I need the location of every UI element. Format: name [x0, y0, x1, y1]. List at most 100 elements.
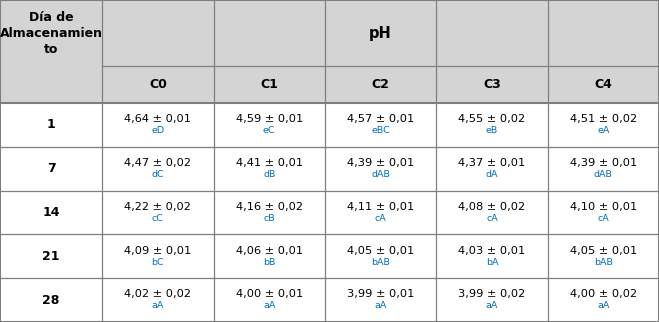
Bar	[325, 66, 436, 103]
Bar	[102, 0, 659, 66]
Text: 21: 21	[42, 250, 60, 263]
Text: C0: C0	[149, 78, 167, 91]
Text: 4,00 ± 0,01: 4,00 ± 0,01	[235, 289, 303, 299]
Text: 4,47 ± 0,02: 4,47 ± 0,02	[125, 158, 191, 168]
Bar	[102, 147, 214, 191]
Bar	[325, 191, 436, 234]
Text: aA: aA	[597, 301, 610, 310]
Text: aA: aA	[374, 301, 387, 310]
Bar	[0, 278, 102, 322]
Text: 4,39 ± 0,01: 4,39 ± 0,01	[569, 158, 637, 168]
Bar	[325, 103, 436, 147]
Text: 4,39 ± 0,01: 4,39 ± 0,01	[347, 158, 415, 168]
Bar	[436, 147, 548, 191]
Bar	[102, 278, 214, 322]
Bar	[436, 103, 548, 147]
Text: bA: bA	[486, 258, 498, 267]
Bar	[325, 278, 436, 322]
Text: 1: 1	[47, 118, 55, 131]
Text: eD: eD	[152, 126, 164, 135]
Text: C3: C3	[483, 78, 501, 91]
Text: 4,16 ± 0,02: 4,16 ± 0,02	[236, 202, 302, 212]
Text: 4,06 ± 0,01: 4,06 ± 0,01	[236, 246, 302, 256]
Text: aA: aA	[263, 301, 275, 310]
Text: cB: cB	[264, 214, 275, 223]
Bar	[0, 66, 102, 103]
Bar	[436, 278, 548, 322]
Bar	[436, 234, 548, 278]
Text: 4,55 ± 0,02: 4,55 ± 0,02	[459, 114, 525, 124]
Text: bAB: bAB	[371, 258, 390, 267]
Text: 4,00 ± 0,02: 4,00 ± 0,02	[570, 289, 637, 299]
Text: 28: 28	[42, 294, 60, 307]
Bar	[0, 0, 102, 66]
Text: cA: cA	[598, 214, 609, 223]
Text: dAB: dAB	[371, 170, 390, 179]
Text: 4,02 ± 0,02: 4,02 ± 0,02	[125, 289, 191, 299]
Bar	[102, 191, 214, 234]
Text: eA: eA	[597, 126, 610, 135]
Text: 4,05 ± 0,01: 4,05 ± 0,01	[347, 246, 415, 256]
Text: dAB: dAB	[594, 170, 613, 179]
Text: 3,99 ± 0,01: 3,99 ± 0,01	[347, 289, 415, 299]
Bar	[548, 103, 659, 147]
Text: 4,64 ± 0,01: 4,64 ± 0,01	[125, 114, 191, 124]
Text: cA: cA	[486, 214, 498, 223]
Text: bB: bB	[263, 258, 275, 267]
Bar	[436, 191, 548, 234]
Text: eC: eC	[263, 126, 275, 135]
Bar	[214, 191, 325, 234]
Text: 3,99 ± 0,02: 3,99 ± 0,02	[458, 289, 526, 299]
Bar	[214, 103, 325, 147]
Text: dC: dC	[152, 170, 164, 179]
Text: 4,05 ± 0,01: 4,05 ± 0,01	[569, 246, 637, 256]
Text: aA: aA	[486, 301, 498, 310]
Text: 4,08 ± 0,02: 4,08 ± 0,02	[459, 202, 525, 212]
Text: C2: C2	[372, 78, 389, 91]
Text: 4,03 ± 0,01: 4,03 ± 0,01	[458, 246, 526, 256]
Bar	[0, 147, 102, 191]
Text: bAB: bAB	[594, 258, 613, 267]
Text: 4,10 ± 0,01: 4,10 ± 0,01	[569, 202, 637, 212]
Bar	[548, 66, 659, 103]
Bar	[214, 234, 325, 278]
Bar	[548, 191, 659, 234]
Bar	[0, 191, 102, 234]
Text: 4,51 ± 0,02: 4,51 ± 0,02	[570, 114, 637, 124]
Text: 4,11 ± 0,01: 4,11 ± 0,01	[347, 202, 415, 212]
Text: 14: 14	[42, 206, 60, 219]
Text: 4,57 ± 0,01: 4,57 ± 0,01	[347, 114, 415, 124]
Text: aA: aA	[152, 301, 164, 310]
Bar	[214, 66, 325, 103]
Text: 4,09 ± 0,01: 4,09 ± 0,01	[124, 246, 192, 256]
Bar	[102, 66, 214, 103]
Bar	[214, 147, 325, 191]
Bar	[548, 147, 659, 191]
Text: 7: 7	[47, 162, 55, 175]
Text: dB: dB	[263, 170, 275, 179]
Text: 4,22 ± 0,02: 4,22 ± 0,02	[125, 202, 191, 212]
Bar	[0, 103, 102, 147]
Bar	[102, 234, 214, 278]
Text: cA: cA	[375, 214, 386, 223]
Text: eBC: eBC	[371, 126, 390, 135]
Text: pH: pH	[369, 25, 392, 41]
Bar	[325, 147, 436, 191]
Text: dA: dA	[486, 170, 498, 179]
Text: cC: cC	[152, 214, 164, 223]
Bar	[548, 234, 659, 278]
Text: eB: eB	[486, 126, 498, 135]
Bar	[548, 278, 659, 322]
Text: C4: C4	[594, 78, 612, 91]
Bar	[436, 66, 548, 103]
Text: C1: C1	[260, 78, 278, 91]
Text: bC: bC	[152, 258, 164, 267]
Text: 4,59 ± 0,01: 4,59 ± 0,01	[235, 114, 303, 124]
Text: 4,37 ± 0,01: 4,37 ± 0,01	[458, 158, 526, 168]
Bar	[325, 234, 436, 278]
Bar	[214, 278, 325, 322]
Text: Día de
Almacenamien
to: Día de Almacenamien to	[0, 11, 103, 55]
Bar	[102, 103, 214, 147]
Bar	[0, 234, 102, 278]
Text: 4,41 ± 0,01: 4,41 ± 0,01	[236, 158, 302, 168]
